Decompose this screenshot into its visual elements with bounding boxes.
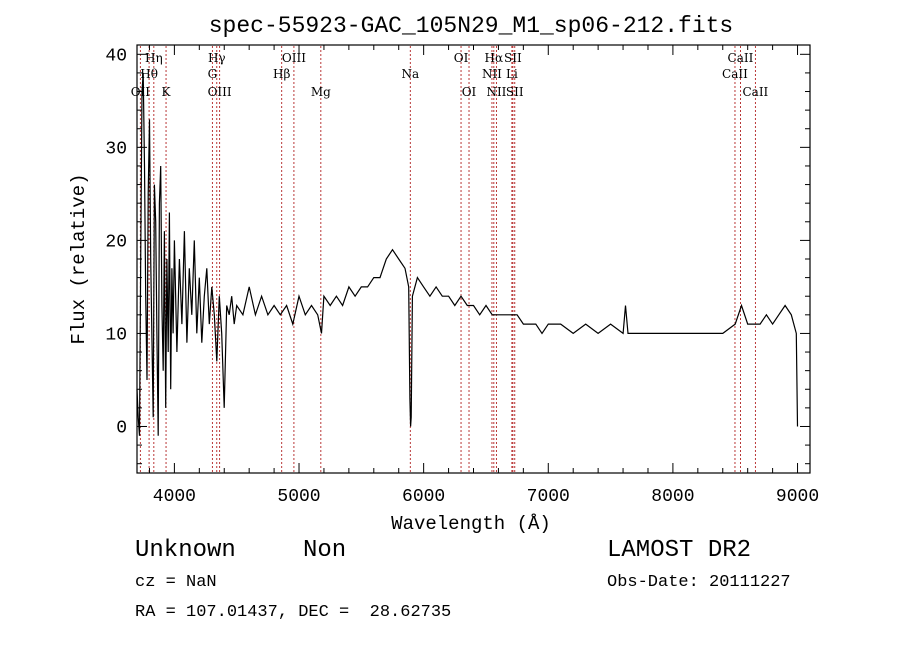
line-label: SII <box>506 85 524 99</box>
line-label: OI <box>462 85 477 99</box>
classification-label: Unknown <box>135 537 236 564</box>
subclass-label: Non <box>303 537 347 564</box>
line-label: Hθ <box>140 67 158 81</box>
obs-date-label: Obs-Date: 20111227 <box>607 573 791 592</box>
line-label: CaII <box>722 67 748 81</box>
x-tick-label: 8000 <box>651 487 694 507</box>
y-tick-label: 0 <box>116 418 127 438</box>
x-axis-label: Wavelength (Å) <box>391 513 551 535</box>
chart-title: spec-55923-GAC_105N29_M1_sp06-212.fits <box>209 13 734 39</box>
line-label: Hα <box>485 51 504 65</box>
redshift-label: cz = NaN <box>135 573 217 592</box>
line-label: CaII <box>742 85 768 99</box>
line-label: SII <box>504 51 522 65</box>
coordinates-label: RA = 107.01437, DEC = 28.62735 <box>135 603 452 622</box>
spectrum-line <box>136 72 799 436</box>
line-label: NII <box>486 85 506 99</box>
line-label: OIII <box>282 51 306 65</box>
line-label: G <box>208 67 218 81</box>
spectral-line-markers <box>139 46 756 472</box>
y-tick-label: 30 <box>105 139 127 159</box>
x-tick-label: 5000 <box>277 487 320 507</box>
survey-label: LAMOST DR2 <box>607 537 752 564</box>
y-tick-label: 10 <box>105 325 127 345</box>
y-tick-label: 40 <box>105 46 127 66</box>
line-label: CaII <box>728 51 754 65</box>
x-tick-label: 9000 <box>776 487 819 507</box>
line-label: Hη <box>145 51 163 65</box>
line-label: K <box>162 85 172 99</box>
line-label: OI <box>454 51 469 65</box>
line-label: Na <box>401 67 419 81</box>
line-label: Mg <box>311 85 331 99</box>
y-axis-ticks: 0 10 20 30 40 <box>105 46 810 465</box>
line-label: OIII <box>208 85 232 99</box>
line-label: Hγ <box>208 51 226 65</box>
x-tick-label: 6000 <box>402 487 445 507</box>
line-label: Li <box>506 67 518 81</box>
line-label: NII <box>482 67 502 81</box>
x-tick-label: 7000 <box>527 487 570 507</box>
x-axis-ticks: 4000 5000 6000 7000 8000 9000 <box>148 45 819 507</box>
plot-frame <box>136 44 811 474</box>
y-tick-label: 20 <box>105 232 127 252</box>
x-tick-label: 4000 <box>153 487 196 507</box>
y-axis-label: Flux (relative) <box>68 173 90 344</box>
line-label: Hβ <box>273 67 290 81</box>
